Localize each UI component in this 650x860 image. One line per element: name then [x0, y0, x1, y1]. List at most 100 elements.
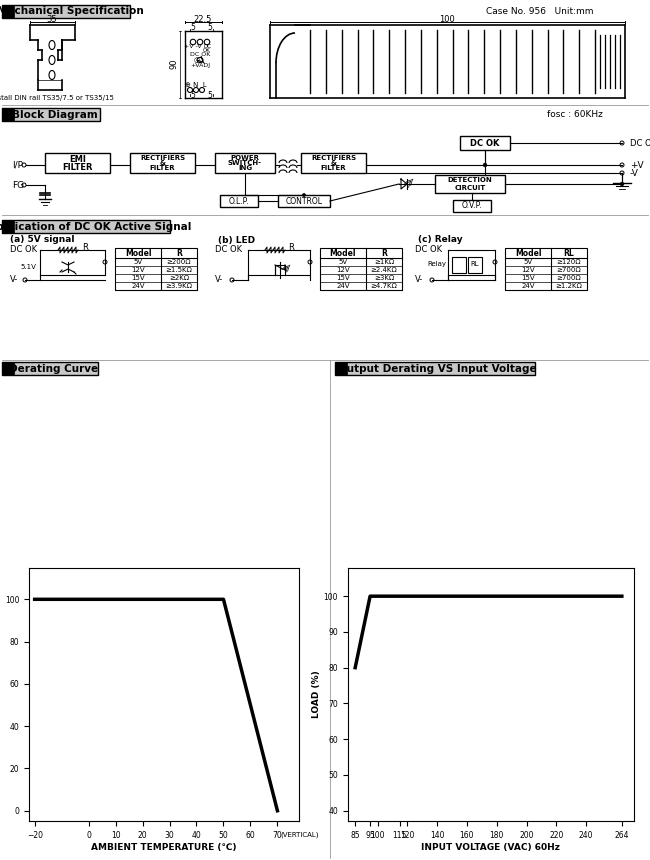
Text: V-: V- — [10, 275, 18, 285]
Text: (a) 5V signal: (a) 5V signal — [10, 236, 75, 244]
Circle shape — [302, 194, 305, 196]
Text: 5: 5 — [207, 91, 213, 101]
Text: ≥2.4KΩ: ≥2.4KΩ — [370, 267, 397, 273]
Text: ⊕ N  L: ⊕ N L — [185, 82, 207, 88]
Text: ≥700Ω: ≥700Ω — [556, 275, 581, 281]
Text: POWER: POWER — [231, 155, 259, 161]
Text: -V: -V — [630, 169, 639, 177]
Text: 15V: 15V — [131, 275, 145, 281]
Y-axis label: LOAD (%): LOAD (%) — [0, 671, 2, 718]
Bar — [2, 362, 14, 375]
Text: ○: ○ — [194, 57, 200, 63]
Text: I/P: I/P — [12, 161, 23, 169]
Text: (b) LED: (b) LED — [218, 236, 255, 244]
Text: RL: RL — [564, 249, 575, 257]
Text: &: & — [330, 160, 337, 166]
Bar — [453, 200, 491, 212]
Text: EMI: EMI — [69, 156, 86, 164]
Bar — [2, 5, 14, 18]
Text: Case No. 956   Unit:mm: Case No. 956 Unit:mm — [486, 7, 593, 16]
Text: Derating Curve: Derating Curve — [10, 364, 99, 373]
Text: RECTIFIERS: RECTIFIERS — [140, 155, 185, 161]
Text: CONTROL: CONTROL — [285, 196, 322, 206]
Text: Model: Model — [330, 249, 356, 257]
Bar — [320, 248, 402, 290]
Bar — [452, 257, 466, 273]
Text: 5.1V: 5.1V — [20, 264, 36, 270]
Text: ≥4.7KΩ: ≥4.7KΩ — [370, 283, 397, 289]
Bar — [468, 257, 482, 273]
Text: Application of DC OK Active Signal: Application of DC OK Active Signal — [0, 222, 192, 231]
Text: R: R — [176, 249, 182, 257]
Bar — [278, 195, 330, 207]
Text: 5V: 5V — [523, 259, 532, 265]
Text: +V: +V — [630, 161, 644, 169]
Bar — [335, 362, 535, 375]
Text: 24V: 24V — [521, 283, 535, 289]
Text: Model: Model — [125, 249, 151, 257]
Bar — [2, 108, 100, 121]
Text: 15V: 15V — [521, 275, 535, 281]
Text: +V -V: +V -V — [184, 45, 202, 50]
Bar — [115, 248, 197, 290]
Text: 22.5: 22.5 — [194, 15, 212, 23]
Text: 5V: 5V — [133, 259, 142, 265]
Text: 90: 90 — [170, 58, 179, 70]
Text: RL: RL — [471, 261, 479, 267]
Text: (VERTICAL): (VERTICAL) — [280, 832, 318, 838]
Text: 12V: 12V — [131, 267, 145, 273]
Text: ≥3KΩ: ≥3KΩ — [374, 275, 394, 281]
Text: ≥1.2KΩ: ≥1.2KΩ — [556, 283, 582, 289]
Text: DC OK: DC OK — [471, 138, 500, 148]
Text: V-: V- — [415, 275, 423, 285]
Text: O.V.P.: O.V.P. — [462, 201, 482, 211]
Text: 24V: 24V — [131, 283, 145, 289]
Bar — [435, 175, 505, 193]
Text: ≥2KΩ: ≥2KΩ — [169, 275, 189, 281]
Bar — [2, 5, 130, 18]
Text: ≥1KΩ: ≥1KΩ — [374, 259, 394, 265]
Text: ≥200Ω: ≥200Ω — [166, 259, 191, 265]
Text: FILTER: FILTER — [62, 163, 93, 171]
Bar — [130, 153, 195, 173]
Text: R: R — [381, 249, 387, 257]
Text: R: R — [82, 243, 88, 251]
Text: SWITCH-: SWITCH- — [228, 160, 262, 166]
Text: FILTER: FILTER — [150, 165, 176, 171]
Text: ING: ING — [238, 165, 252, 171]
Text: 15V: 15V — [336, 275, 350, 281]
Text: 100: 100 — [439, 15, 455, 23]
Text: 5: 5 — [190, 91, 196, 101]
Text: FG: FG — [12, 181, 24, 189]
Text: fosc : 60KHz: fosc : 60KHz — [547, 110, 603, 119]
Text: O.L.P.: O.L.P. — [229, 196, 249, 206]
Bar — [335, 362, 347, 375]
Text: DC OK: DC OK — [415, 245, 442, 255]
Y-axis label: LOAD (%): LOAD (%) — [312, 671, 320, 718]
Bar — [301, 153, 366, 173]
Text: OK: OK — [203, 47, 211, 52]
Bar — [2, 220, 14, 233]
Text: 5V: 5V — [339, 259, 348, 265]
Text: R: R — [288, 243, 294, 251]
Text: Mechanical Specification: Mechanical Specification — [0, 7, 144, 16]
X-axis label: INPUT VOLTAGE (VAC) 60Hz: INPUT VOLTAGE (VAC) 60Hz — [421, 843, 560, 851]
Bar — [460, 136, 510, 150]
Text: DETECTION: DETECTION — [448, 177, 493, 183]
Text: Install DIN rail TS35/7.5 or TS35/15: Install DIN rail TS35/7.5 or TS35/15 — [0, 95, 114, 101]
Text: Model: Model — [515, 249, 541, 257]
Circle shape — [483, 163, 487, 167]
Bar — [2, 220, 170, 233]
Text: Relay: Relay — [427, 261, 446, 267]
Text: ≥3.9KΩ: ≥3.9KΩ — [166, 283, 192, 289]
Text: 12V: 12V — [521, 267, 535, 273]
Text: ≥1.5KΩ: ≥1.5KΩ — [166, 267, 192, 273]
Text: (c) Relay: (c) Relay — [418, 236, 463, 244]
Text: Output Derating VS Input Voltage: Output Derating VS Input Voltage — [338, 364, 536, 373]
Text: DC OK: DC OK — [630, 138, 650, 148]
Bar — [505, 248, 587, 290]
Text: ≥700Ω: ≥700Ω — [556, 267, 581, 273]
Bar — [2, 108, 14, 121]
Circle shape — [620, 182, 624, 186]
Text: 5: 5 — [207, 22, 213, 32]
